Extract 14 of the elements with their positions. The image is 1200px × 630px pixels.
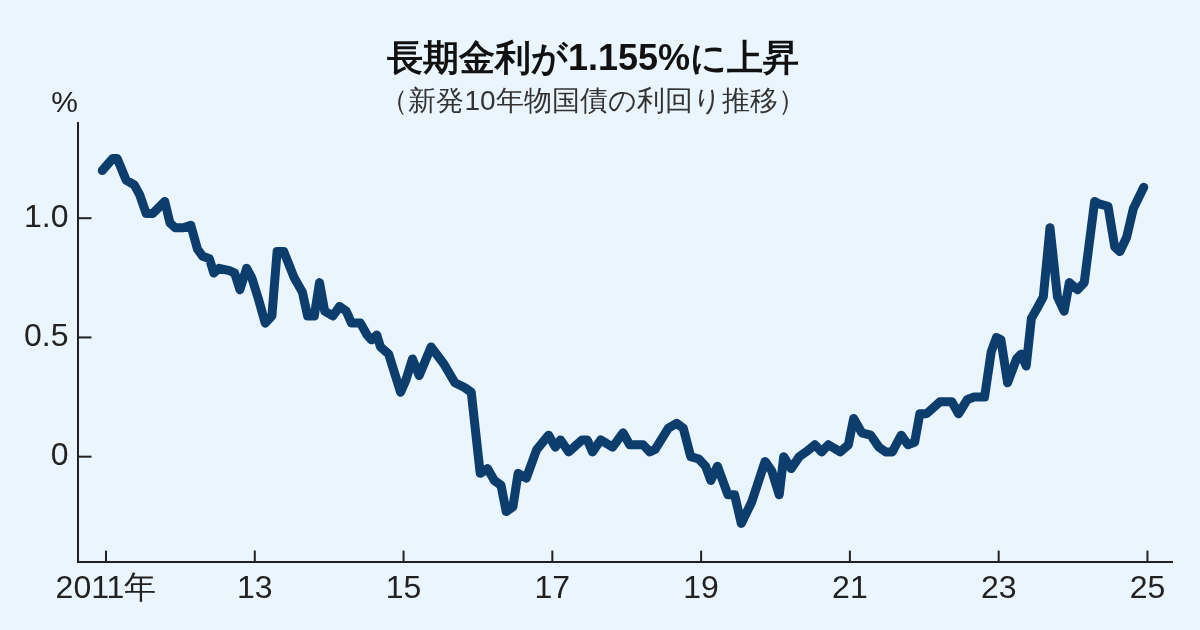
x-tick-label: 25 [1129,568,1166,605]
x-tick-label: 21 [832,568,868,605]
x-tick-label: 23 [980,568,1017,605]
y-tick-label: 0.5 [24,317,69,354]
x-tick-label: 13 [236,568,273,605]
x-tick-label: 17 [534,568,571,605]
chart-title: 長期金利が1.155%に上昇 [385,36,800,78]
x-tick-label: 19 [683,568,719,605]
x-tick-label: 2011年 [55,568,157,605]
y-tick-label: 0 [50,436,69,473]
y-tick-label: 1.0 [24,198,69,235]
chart-subtitle: （新発10年物国債の利回り推移） [380,84,806,116]
x-tick-label: 15 [385,568,422,605]
y-axis-title: % [51,85,78,119]
